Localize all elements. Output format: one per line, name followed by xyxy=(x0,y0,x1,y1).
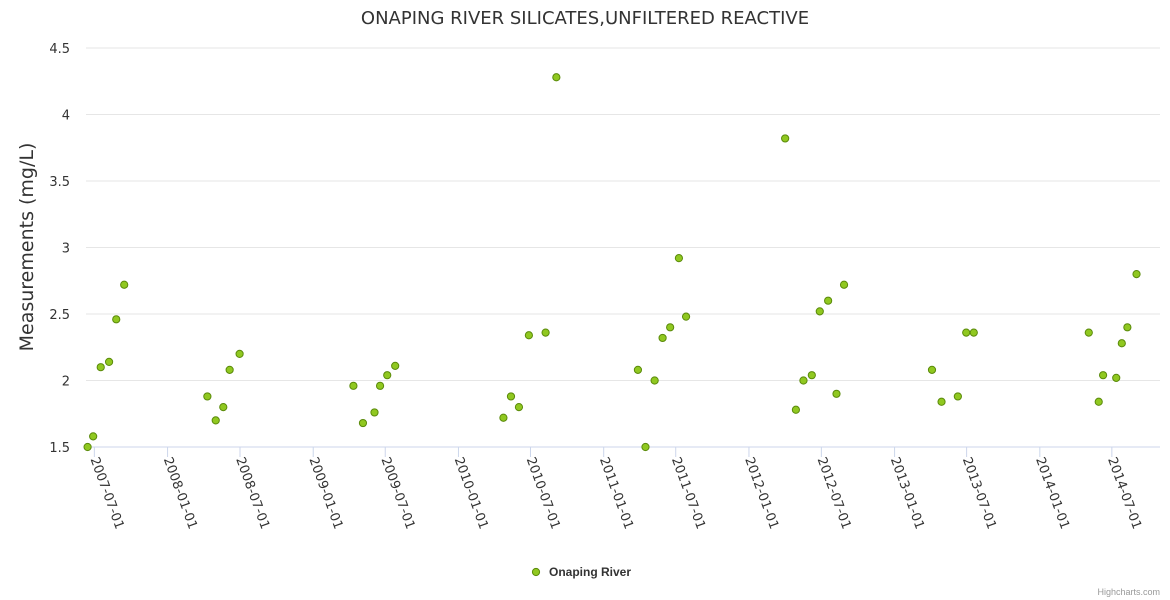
data-point[interactable] xyxy=(962,328,971,337)
data-point[interactable] xyxy=(391,361,400,370)
data-point[interactable] xyxy=(203,392,212,401)
x-tick-label: 2010-01-01 xyxy=(451,455,491,531)
y-tick-label: 4 xyxy=(62,109,70,124)
legend-marker xyxy=(531,567,541,577)
data-point[interactable] xyxy=(953,392,962,401)
data-point[interactable] xyxy=(552,73,561,82)
data-point[interactable] xyxy=(781,134,790,143)
data-point[interactable] xyxy=(349,381,358,390)
x-tick-label: 2008-01-01 xyxy=(160,455,200,531)
x-tick-label: 2009-07-01 xyxy=(377,455,417,531)
data-point[interactable] xyxy=(104,357,114,366)
chart-title: ONAPING RIVER SILICATES,UNFILTERED REACT… xyxy=(361,8,809,29)
data-point[interactable] xyxy=(1094,397,1103,406)
data-point[interactable] xyxy=(1132,270,1141,279)
data-point[interactable] xyxy=(641,442,650,452)
data-point[interactable] xyxy=(824,296,833,305)
data-point[interactable] xyxy=(799,376,808,385)
x-tick-label: 2007-07-01 xyxy=(87,455,127,531)
data-point[interactable] xyxy=(674,254,684,263)
data-point[interactable] xyxy=(658,333,667,343)
data-point[interactable] xyxy=(514,403,524,412)
data-point[interactable] xyxy=(370,408,379,417)
data-point[interactable] xyxy=(383,371,392,380)
x-tick-label: 2013-07-01 xyxy=(959,455,999,531)
y-axis: 1.5 2 2.5 3 3.5 4 4.5 xyxy=(49,42,70,456)
data-point[interactable] xyxy=(1084,328,1093,337)
y-tick-label: 3 xyxy=(62,242,70,257)
data-point[interactable] xyxy=(1123,323,1132,332)
data-point[interactable] xyxy=(225,365,234,374)
x-tick-label: 2014-01-01 xyxy=(1032,455,1072,531)
x-tick-label: 2009-01-01 xyxy=(305,455,345,531)
data-point[interactable] xyxy=(1117,339,1126,348)
y-tick-label: 4.5 xyxy=(49,42,70,57)
data-point[interactable] xyxy=(524,331,533,340)
data-point[interactable] xyxy=(927,365,937,374)
y-tick-label: 3.5 xyxy=(49,175,70,190)
y-tick-label: 2.5 xyxy=(49,308,70,323)
data-point[interactable] xyxy=(791,405,800,414)
data-point[interactable] xyxy=(219,403,228,412)
data-point[interactable] xyxy=(1112,373,1121,382)
grid-lines xyxy=(86,47,1160,381)
series-onaping-river xyxy=(83,73,1141,452)
data-point[interactable] xyxy=(89,432,98,441)
data-point[interactable] xyxy=(839,280,849,289)
credits-link[interactable]: Highcharts.com xyxy=(1097,587,1160,597)
x-tick-label: 2013-01-01 xyxy=(887,455,927,531)
data-point[interactable] xyxy=(807,371,816,380)
x-tick-label: 2012-07-01 xyxy=(814,455,854,531)
y-axis-title: Measurements (mg/L) xyxy=(16,143,38,352)
legend[interactable]: Onaping River xyxy=(531,565,631,579)
x-tick-label: 2011-07-01 xyxy=(668,455,708,531)
data-point[interactable] xyxy=(506,392,516,401)
y-tick-label: 1.5 xyxy=(49,441,70,456)
x-axis: 2007-07-01 2008-01-01 2008-07-01 2009-01-01… xyxy=(87,447,1144,531)
x-tick-label: 2010-07-01 xyxy=(523,455,563,531)
data-point[interactable] xyxy=(969,328,978,337)
x-tick-label: 2012-01-01 xyxy=(741,455,781,531)
x-tick-label: 2011-01-01 xyxy=(596,455,636,531)
data-point[interactable] xyxy=(83,442,92,452)
data-point[interactable] xyxy=(120,280,129,289)
x-tick-label: 2008-07-01 xyxy=(232,455,272,531)
data-point[interactable] xyxy=(235,349,244,358)
data-point[interactable] xyxy=(815,307,824,316)
x-tick-label: 2014-07-01 xyxy=(1104,455,1144,531)
legend-item-onaping-river[interactable]: Onaping River xyxy=(549,565,631,579)
data-point[interactable] xyxy=(633,365,643,374)
data-point[interactable] xyxy=(375,381,385,390)
y-tick-label: 2 xyxy=(62,375,70,390)
data-point[interactable] xyxy=(499,413,508,422)
data-point[interactable] xyxy=(666,323,675,332)
data-point[interactable] xyxy=(650,376,659,385)
data-point[interactable] xyxy=(832,389,841,398)
data-point[interactable] xyxy=(541,328,550,337)
data-point[interactable] xyxy=(681,312,691,321)
data-point[interactable] xyxy=(211,416,220,425)
data-point[interactable] xyxy=(1098,371,1108,380)
data-point[interactable] xyxy=(937,397,946,406)
data-point[interactable] xyxy=(112,315,121,324)
data-point[interactable] xyxy=(96,363,105,372)
data-point[interactable] xyxy=(358,418,368,428)
